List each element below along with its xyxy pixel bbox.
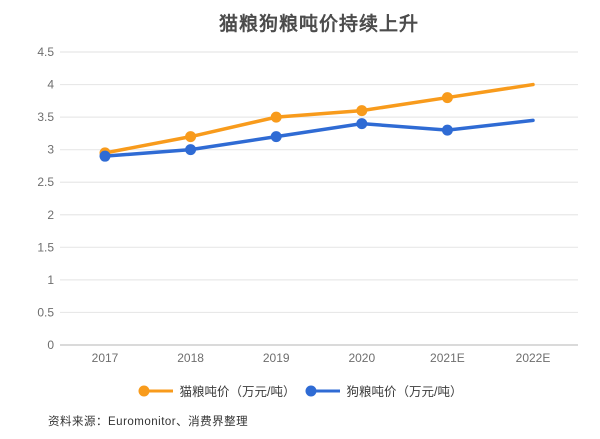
line-chart-plot-area: 0 0.5 1 1.5 2 2.5 3 3.5 4 4.5 2017 2018 2019 2020 2021… bbox=[37, 45, 578, 365]
x-tick-label: 2017 bbox=[92, 351, 119, 365]
legend-label-dog: 狗粮吨价（万元/吨） bbox=[346, 385, 463, 399]
chart-legend: 猫粮吨价（万元/吨） 狗粮吨价（万元/吨） bbox=[0, 381, 600, 400]
source-note: 资料来源：Euromonitor、消费界整理 bbox=[48, 416, 249, 428]
y-tick-label: 1 bbox=[47, 273, 54, 287]
chart-title: 猫粮狗粮吨价持续上升 bbox=[218, 14, 419, 35]
series-point-cat bbox=[270, 111, 282, 123]
series-point-dog bbox=[99, 150, 111, 162]
x-tick-label: 2020 bbox=[348, 351, 375, 365]
y-tick-label: 0 bbox=[47, 338, 54, 352]
y-tick-label: 4.5 bbox=[37, 45, 54, 59]
legend-marker-dog-icon bbox=[305, 385, 340, 396]
x-tick-label: 2019 bbox=[263, 351, 290, 365]
series-line-dog bbox=[103, 118, 535, 158]
y-tick-label: 3.5 bbox=[37, 110, 54, 124]
series-point-cat bbox=[441, 92, 453, 104]
y-tick-label: 4 bbox=[47, 78, 54, 92]
series-point-dog bbox=[356, 118, 368, 130]
series-point-cat bbox=[185, 131, 197, 143]
series-line-cat bbox=[103, 82, 535, 155]
series-point-dog bbox=[441, 124, 453, 136]
y-tick-label: 1.5 bbox=[37, 240, 54, 254]
y-tick-label: 0.5 bbox=[37, 305, 54, 319]
x-tick-label: 2021E bbox=[430, 351, 465, 365]
x-tick-label: 2018 bbox=[177, 351, 204, 365]
legend-marker-cat-icon bbox=[138, 385, 173, 396]
legend-item-cat: 猫粮吨价（万元/吨） bbox=[138, 381, 296, 400]
series-point-cat bbox=[356, 105, 368, 117]
y-tick-label: 2.5 bbox=[37, 175, 54, 189]
legend-item-dog: 狗粮吨价（万元/吨） bbox=[305, 381, 463, 400]
legend-label-cat: 猫粮吨价（万元/吨） bbox=[179, 385, 296, 399]
x-tick-label: 2022E bbox=[516, 351, 551, 365]
series-point-dog bbox=[185, 144, 197, 156]
y-tick-label: 3 bbox=[47, 143, 54, 157]
y-tick-label: 2 bbox=[47, 208, 54, 222]
series-point-dog bbox=[270, 131, 282, 143]
